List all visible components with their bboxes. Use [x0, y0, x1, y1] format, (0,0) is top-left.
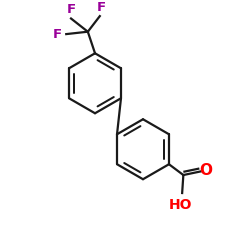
- Text: F: F: [96, 1, 106, 14]
- Text: F: F: [53, 28, 62, 40]
- Text: O: O: [200, 164, 212, 178]
- Text: F: F: [66, 3, 76, 16]
- Text: HO: HO: [169, 198, 193, 212]
